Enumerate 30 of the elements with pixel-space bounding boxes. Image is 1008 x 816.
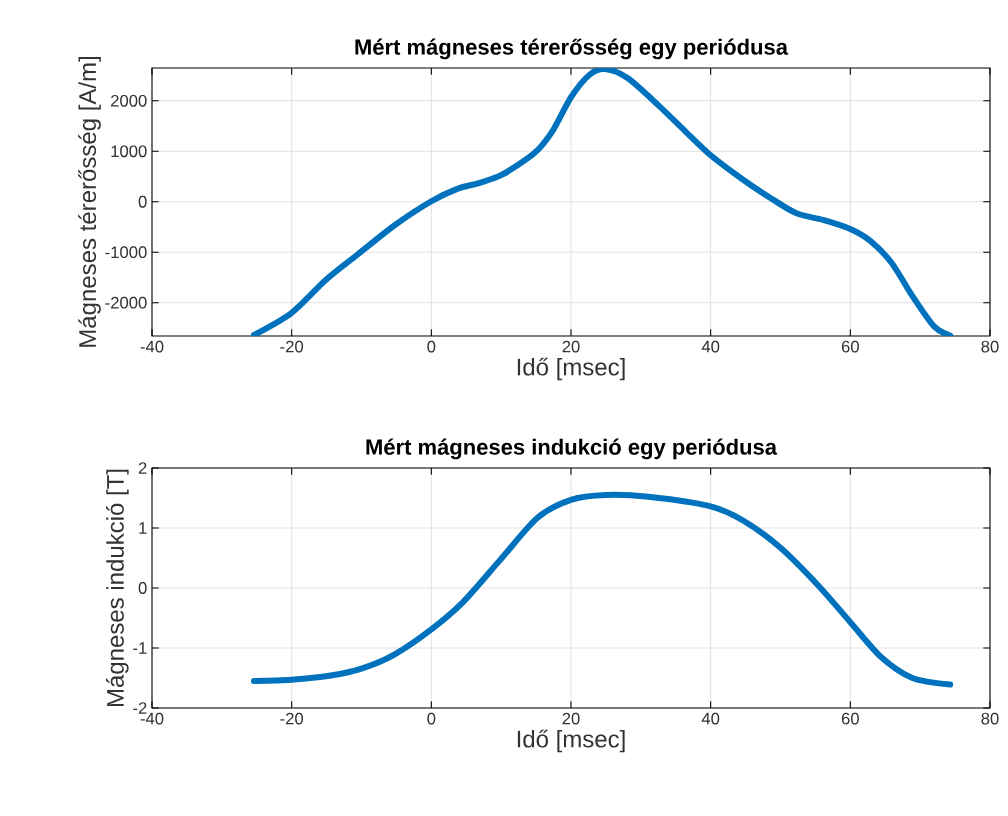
x-tick-label: 40 [701,340,720,353]
y-tick-label: 2 [138,462,147,474]
x-tick-label: -40 [140,340,164,353]
y-tick-label: 0 [138,195,147,208]
x-axis-title: Idő [msec] [517,357,625,381]
x-tick-label: 20 [562,712,580,725]
y-tick-label: -1 [133,642,147,654]
y-tick-label: -2000 [105,296,147,309]
x-tick-label: 20 [562,340,580,353]
x-tick-label: -20 [280,712,304,725]
x-tick-label: 40 [701,712,720,725]
y-tick-label: 1 [139,522,147,534]
y-tick-label: 2000 [111,94,147,107]
x-tick-label: 60 [841,340,859,353]
y-axis-title: Mágneses indukció [T] [106,469,129,707]
y-tick-label: -1000 [105,246,147,259]
x-tick-label: 80 [981,340,999,353]
x-axis-title: Idő [msec] [517,729,625,753]
x-tick-label: -40 [140,712,164,725]
x-tick-label: 60 [841,712,859,725]
y-tick-label: 0 [138,582,147,594]
chart-title: Mért mágneses térerősség egy periódusa [355,38,789,60]
y-tick-label: -2 [133,702,147,714]
x-tick-label: 0 [427,340,436,353]
y-tick-label: 1000 [111,145,147,158]
x-tick-label: -20 [280,340,304,353]
y-axis-title: Mágneses térerősség [A/m] [78,57,101,347]
x-tick-label: 0 [427,712,436,725]
chart-title: Mért mágneses indukció egy periódusa [366,438,778,460]
x-tick-label: 80 [981,712,999,725]
